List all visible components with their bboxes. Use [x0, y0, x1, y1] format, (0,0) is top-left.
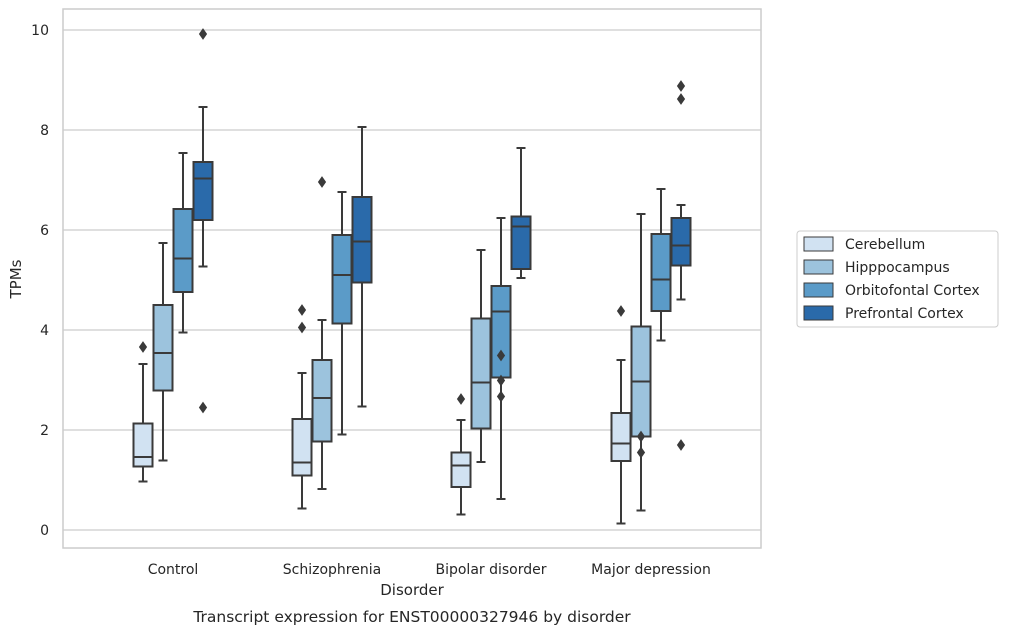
outlier-point	[138, 341, 148, 353]
y-tick-label: 8	[40, 123, 49, 139]
plot-frame	[62, 8, 762, 549]
box-cerebellum	[132, 341, 154, 483]
legend-swatch	[803, 305, 834, 321]
legend-label: Prefrontal Cortex	[845, 306, 964, 322]
box-orbitofontal-cortex	[172, 152, 194, 334]
box-iqr	[192, 161, 214, 221]
box-hipppocampus	[152, 242, 174, 462]
outlier-point	[496, 374, 506, 387]
outlier-point	[198, 28, 208, 40]
box-iqr	[351, 196, 373, 284]
box-cerebellum	[291, 304, 313, 510]
y-tick-label: 4	[40, 323, 49, 339]
outlier-point	[496, 390, 506, 403]
outlier-point	[496, 349, 506, 362]
outlier-point	[456, 393, 466, 405]
legend-frame	[796, 230, 999, 328]
box-iqr	[670, 217, 692, 267]
legend-swatch	[803, 236, 834, 252]
legend-label: Hipppocampus	[845, 260, 950, 276]
outlier-point	[616, 305, 626, 317]
y-tick-label: 2	[40, 423, 49, 439]
chart-caption: Transcript expression for ENST0000032794…	[192, 608, 631, 626]
box-orbitofontal-cortex	[331, 191, 353, 436]
x-tick-labels: Control Schizophrenia Bipolar disorder Majo…	[148, 562, 711, 578]
y-tick-label: 10	[31, 23, 49, 39]
box-orbitofontal-cortex	[650, 188, 672, 342]
box-iqr	[331, 234, 353, 325]
box-prefrontal-cortex	[670, 80, 692, 451]
box-hipppocampus	[311, 176, 333, 490]
outlier-point	[198, 401, 208, 414]
y-tick-label: 0	[40, 523, 49, 539]
legend-label: Orbitofontal Cortex	[845, 283, 980, 299]
box-cerebellum	[610, 305, 632, 525]
x-axis-label: Disorder	[380, 581, 444, 599]
x-tick-label: Major depression	[591, 562, 711, 578]
outlier-point	[676, 93, 686, 105]
outlier-point	[676, 439, 686, 451]
outlier-point	[636, 446, 646, 459]
legend-swatch	[803, 259, 834, 275]
box-iqr	[610, 412, 632, 462]
box-iqr	[470, 317, 492, 430]
y-tick-labels: 0 2 4 6 8 10	[31, 23, 49, 539]
y-tick-label: 6	[40, 223, 49, 239]
box-prefrontal-cortex	[510, 147, 532, 279]
box-iqr	[510, 215, 532, 270]
legend-swatch	[803, 282, 834, 298]
box-hipppocampus	[630, 213, 652, 512]
legend: Cerebellum Hipppocampus Orbitofontal Corte…	[796, 230, 999, 328]
outlier-point	[636, 430, 646, 443]
box-iqr	[650, 233, 672, 312]
box-iqr	[172, 208, 194, 293]
box-prefrontal-cortex	[192, 28, 214, 414]
outlier-point	[297, 304, 307, 316]
x-tick-label: Control	[148, 562, 199, 578]
box-prefrontal-cortex	[351, 126, 373, 408]
x-tick-label: Schizophrenia	[283, 562, 381, 578]
legend-label: Cerebellum	[845, 237, 925, 253]
y-axis-label: TPMs	[7, 259, 25, 299]
box-iqr	[291, 418, 313, 477]
box-iqr	[450, 451, 472, 488]
box-cerebellum	[450, 393, 472, 516]
box-iqr	[132, 422, 154, 468]
box-iqr	[311, 359, 333, 443]
box-series	[132, 28, 692, 525]
outlier-point	[676, 80, 686, 92]
x-tick-label: Bipolar disorder	[435, 562, 546, 578]
outlier-point	[317, 176, 327, 188]
box-iqr	[490, 285, 512, 379]
box-orbitofontal-cortex	[490, 217, 512, 500]
box-iqr	[152, 304, 174, 392]
outlier-point	[297, 321, 307, 334]
